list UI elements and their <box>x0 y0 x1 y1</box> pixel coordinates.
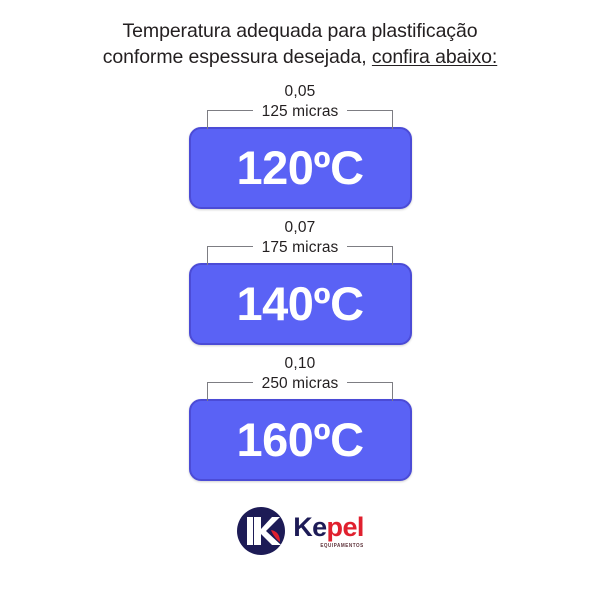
temperature-group: 0,07 175 micras 140ºC <box>178 218 422 345</box>
thickness-label: 0,07 <box>284 219 316 236</box>
temperature-label: 120ºC <box>236 140 364 194</box>
title-line-1: Temperatura adequada para plastificação <box>122 20 478 42</box>
temperature-group: 0,05 125 micras 120ºC <box>178 82 422 209</box>
micras-label: 175 micras <box>261 239 339 256</box>
thickness-label: 0,05 <box>284 83 316 100</box>
bracket-left-icon <box>206 246 253 265</box>
bracket-left-icon <box>206 110 253 129</box>
temperature-box: 160ºC <box>188 399 412 481</box>
kepel-wordmark-part-a: Ke <box>293 512 327 543</box>
temperature-groups: 0,05 125 micras 120ºC 0,07 175 m <box>178 82 422 481</box>
micras-row: 250 micras <box>178 374 422 401</box>
micras-label: 125 micras <box>261 103 339 120</box>
thickness-label: 0,10 <box>284 355 316 372</box>
kepel-wordmark: Kepel <box>293 514 364 541</box>
micras-label: 250 micras <box>261 375 339 392</box>
bracket-right-icon <box>347 246 394 265</box>
title-line-2: conforme espessura desejada, confira aba… <box>20 44 580 70</box>
micras-row: 175 micras <box>178 238 422 265</box>
title-line-2-plain: conforme espessura desejada, <box>102 46 367 68</box>
bracket-left-icon <box>206 382 253 401</box>
bracket-right-icon <box>347 382 394 401</box>
temperature-label: 160ºC <box>236 412 364 466</box>
page-title: Temperatura adequada para plastificação … <box>20 18 580 70</box>
temperature-group: 0,10 250 micras 160ºC <box>178 354 422 481</box>
kepel-logo-mark-icon <box>237 507 286 555</box>
kepel-logo-text: Kepel EQUIPAMENTOS <box>293 514 364 548</box>
temperature-box: 120ºC <box>188 127 412 209</box>
temperature-box: 140ºC <box>188 263 412 345</box>
title-line-2-underlined: confira abaixo: <box>371 46 498 68</box>
kepel-logo-subtitle: EQUIPAMENTOS <box>320 543 364 549</box>
micras-row: 125 micras <box>178 102 422 129</box>
temperature-label: 140ºC <box>236 276 364 330</box>
kepel-wordmark-part-b: pel <box>326 512 365 543</box>
bracket-right-icon <box>347 110 394 129</box>
kepel-logo: Kepel EQUIPAMENTOS <box>236 503 364 559</box>
